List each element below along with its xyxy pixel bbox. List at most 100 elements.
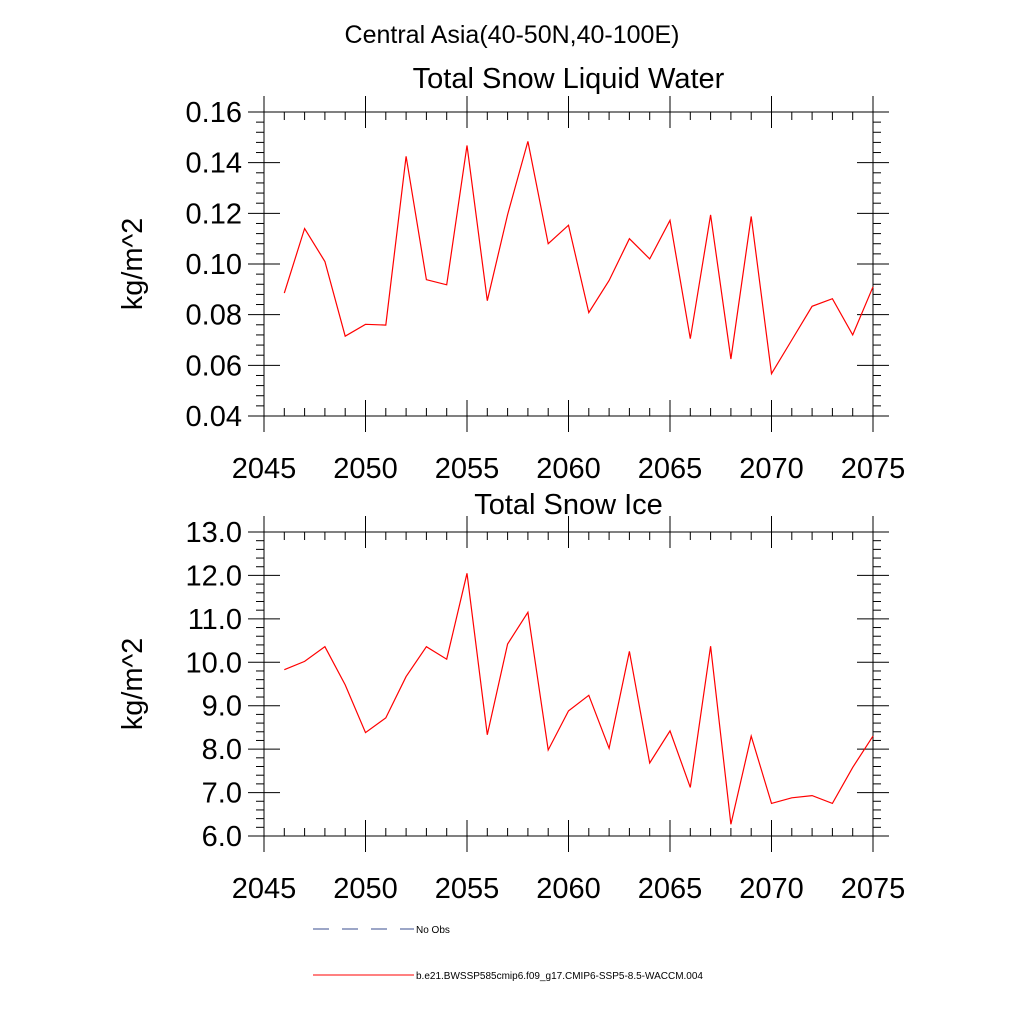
- x-tick-label: 2070: [739, 873, 804, 905]
- figure-suptitle: Central Asia(40-50N,40-100E): [345, 21, 680, 49]
- x-tick-label: 2075: [841, 453, 906, 485]
- panel-snow-ice: Total Snow Ice 2045 2050 2055 2060 2065 2070 20…: [117, 489, 905, 905]
- data-point: [486, 299, 489, 302]
- plot-frame: [263, 531, 874, 837]
- data-point: [445, 283, 448, 286]
- data-point: [405, 155, 408, 158]
- data-point: [364, 731, 367, 734]
- data-point: [425, 645, 428, 648]
- x-tick-label: 2045: [232, 873, 297, 905]
- data-point: [689, 786, 692, 789]
- data-point: [466, 572, 469, 575]
- data-point: [648, 257, 651, 260]
- data-point: [811, 305, 814, 308]
- data-point: [790, 796, 793, 799]
- x-tick-label: 2065: [638, 453, 703, 485]
- data-point: [445, 658, 448, 661]
- data-point: [750, 735, 753, 738]
- y-tick-label: 13.0: [186, 517, 242, 549]
- data-point: [669, 219, 672, 222]
- y-tick-label: 6.0: [202, 821, 242, 853]
- y-tick-label: 0.14: [186, 148, 242, 180]
- data-point: [303, 660, 306, 663]
- data-point: [608, 747, 611, 750]
- data-point: [547, 749, 550, 752]
- data-point: [323, 260, 326, 263]
- data-point: [669, 729, 672, 732]
- y-tick-label: 10.0: [186, 647, 242, 679]
- data-point: [567, 709, 570, 712]
- data-point: [344, 335, 347, 338]
- data-point: [648, 762, 651, 765]
- y-tick-label: 0.04: [186, 401, 242, 433]
- data-point: [770, 802, 773, 805]
- y-tick-label: 7.0: [202, 778, 242, 810]
- y-tick-label: 9.0: [202, 691, 242, 723]
- data-point: [770, 372, 773, 375]
- data-point: [526, 611, 529, 614]
- data-point: [466, 144, 469, 147]
- y-tick-label: 0.16: [186, 97, 242, 129]
- data-point: [587, 311, 590, 314]
- data-point: [628, 237, 631, 240]
- plot-frame: [263, 111, 874, 417]
- y-tick-label: 12.0: [186, 560, 242, 592]
- data-point: [831, 297, 834, 300]
- data-point: [709, 645, 712, 648]
- data-point: [851, 766, 854, 769]
- data-point: [547, 242, 550, 245]
- x-tick-label: 2055: [435, 453, 500, 485]
- x-tick-label: 2070: [739, 453, 804, 485]
- data-point: [811, 794, 814, 797]
- y-axis-label: kg/m^2: [117, 638, 149, 731]
- y-tick-label: 8.0: [202, 734, 242, 766]
- data-point: [506, 213, 509, 216]
- data-point: [323, 645, 326, 648]
- y-tick-label: 0.10: [186, 249, 242, 281]
- data-point: [608, 279, 611, 282]
- data-point: [486, 733, 489, 736]
- data-point: [689, 337, 692, 340]
- legend-label-model: b.e21.BWSSP585cmip6.f09_g17.CMIP6-SSP5-8…: [416, 971, 703, 982]
- data-point: [283, 668, 286, 671]
- x-tick-label: 2065: [638, 873, 703, 905]
- x-tick-label: 2075: [841, 873, 906, 905]
- x-tick-label: 2055: [435, 873, 500, 905]
- data-point: [729, 823, 732, 826]
- data-point: [872, 285, 875, 288]
- series-line: [283, 141, 874, 376]
- data-point: [425, 278, 428, 281]
- panel-title: Total Snow Ice: [474, 489, 663, 521]
- legend-label-no-obs: No Obs: [416, 925, 450, 936]
- data-point: [283, 292, 286, 295]
- y-tick-label: 11.0: [188, 604, 242, 636]
- x-tick-label: 2060: [536, 453, 601, 485]
- y-tick-label: 0.08: [186, 300, 242, 332]
- data-point: [344, 683, 347, 686]
- data-point: [831, 802, 834, 805]
- data-point: [729, 358, 732, 361]
- data-point: [872, 735, 875, 738]
- data-point: [587, 694, 590, 697]
- panel-title: Total Snow Liquid Water: [413, 63, 725, 95]
- data-point: [384, 716, 387, 719]
- y-tick-label: 0.12: [186, 198, 242, 230]
- data-point: [303, 227, 306, 230]
- data-point: [364, 323, 367, 326]
- legend: No Obs b.e21.BWSSP585cmip6.f09_g17.CMIP6…: [313, 925, 703, 982]
- x-tick-label: 2045: [232, 453, 297, 485]
- data-point: [506, 643, 509, 646]
- data-point: [628, 650, 631, 653]
- data-point: [567, 224, 570, 227]
- data-point: [526, 140, 529, 143]
- y-tick-label: 0.06: [186, 350, 242, 382]
- x-tick-label: 2050: [333, 873, 398, 905]
- panel-snow-liquid-water: Total Snow Liquid Water 2045 2050 2055 2060 2…: [117, 63, 905, 485]
- data-point: [384, 324, 387, 327]
- data-point: [851, 333, 854, 336]
- data-point: [405, 675, 408, 678]
- data-point: [750, 215, 753, 218]
- x-tick-label: 2060: [536, 873, 601, 905]
